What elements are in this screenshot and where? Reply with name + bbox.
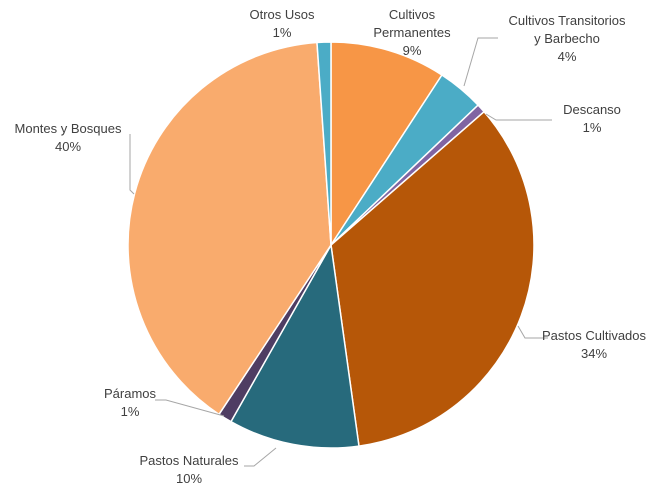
- pie-slice-pastos-cultivados: [330, 110, 535, 447]
- pie-slice-montes-y-bosques: [127, 41, 332, 416]
- data-label-cultivos-transitorios-y-barbecho: y Barbecho: [534, 31, 600, 46]
- leader-line-montes-y-bosques: [129, 134, 135, 195]
- leader-line-paramos: [155, 399, 225, 417]
- data-label-percent-cultivos-permanentes: 9%: [403, 43, 422, 58]
- pie-slice-pastos-naturales: [229, 242, 360, 449]
- data-label-percent-cultivos-transitorios-y-barbecho: 4%: [558, 49, 577, 64]
- leader-lines: [129, 37, 552, 467]
- data-label-cultivos-permanentes: Cultivos: [389, 7, 436, 22]
- leader-line-cultivos-transitorios-y-barbecho: [463, 37, 498, 87]
- data-label-otros-usos: Otros Usos: [249, 7, 315, 22]
- data-label-percent-pastos-cultivados: 34%: [581, 346, 607, 361]
- leader-line-pastos-naturales: [244, 447, 277, 467]
- data-label-percent-pastos-naturales: 10%: [176, 471, 202, 484]
- data-label-percent-otros-usos: 1%: [273, 25, 292, 40]
- pie-slice-cultivos-permanentes: [330, 41, 443, 248]
- data-label-descanso: Descanso: [563, 102, 621, 117]
- data-label-montes-y-bosques: Montes y Bosques: [15, 121, 122, 136]
- pie-slices: [127, 41, 535, 449]
- leader-line-descanso: [485, 113, 552, 121]
- data-label-pastos-naturales: Pastos Naturales: [140, 453, 239, 468]
- data-label-pastos-cultivados: Pastos Cultivados: [542, 328, 647, 343]
- data-label-percent-paramos: 1%: [121, 404, 140, 419]
- data-label-paramos: Páramos: [104, 386, 157, 401]
- data-label-percent-montes-y-bosques: 40%: [55, 139, 81, 154]
- data-label-percent-descanso: 1%: [583, 120, 602, 135]
- leader-line-pastos-cultivados: [517, 325, 548, 339]
- pie-slice-otros-usos: [316, 41, 332, 246]
- data-label-cultivos-permanentes: Permanentes: [373, 25, 451, 40]
- data-labels: Cultivos Permanentes 9% Cultivos Transitori…: [15, 7, 647, 484]
- data-label-cultivos-transitorios-y-barbecho: Cultivos Transitorios: [508, 13, 626, 28]
